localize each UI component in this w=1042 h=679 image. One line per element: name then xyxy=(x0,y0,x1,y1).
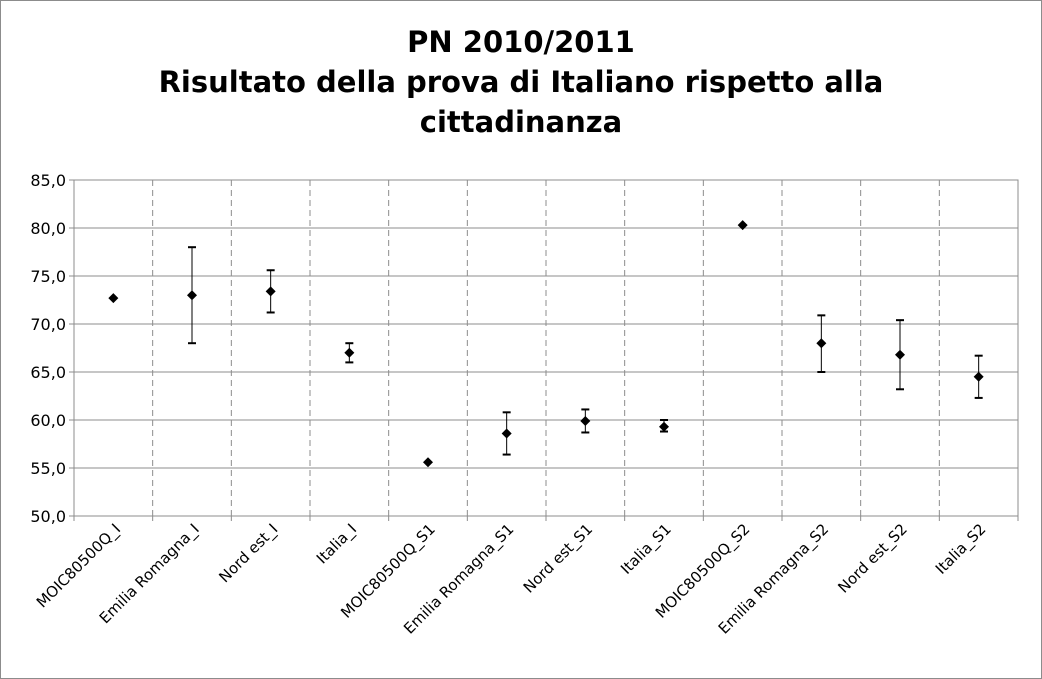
data-point xyxy=(265,286,276,297)
x-tick-label: Italia_S2 xyxy=(932,520,990,578)
x-tick-label: Italia_I xyxy=(313,520,361,568)
data-point xyxy=(580,415,591,426)
y-tick-label: 70,0 xyxy=(30,315,66,334)
x-tick-label: Nord est_S2 xyxy=(834,520,911,597)
data-point xyxy=(108,293,119,304)
x-tick-label: Italia_S1 xyxy=(617,520,675,578)
data-point xyxy=(501,428,512,439)
y-tick-label: 65,0 xyxy=(30,363,66,382)
data-point xyxy=(659,421,669,432)
y-tick-label: 75,0 xyxy=(30,267,66,286)
data-point xyxy=(344,347,355,358)
data-point xyxy=(187,290,197,301)
y-tick-label: 50,0 xyxy=(30,507,66,526)
chart-title-line-3: cittadinanza xyxy=(419,105,623,139)
chart-title-line-2: Risultato della prova di Italiano rispet… xyxy=(158,65,884,99)
data-point xyxy=(423,457,433,468)
data-point xyxy=(973,371,984,382)
data-point xyxy=(816,338,827,349)
plot-border xyxy=(73,179,1019,517)
y-tick-label: 85,0 xyxy=(30,171,66,190)
x-tick-label: Nord est_I xyxy=(215,520,282,587)
y-tick-label: 60,0 xyxy=(30,411,66,430)
data-point xyxy=(895,349,905,360)
y-tick-label: 55,0 xyxy=(30,459,66,478)
chart-title: PN 2010/2011 Risultato della prova di It… xyxy=(0,22,1042,142)
x-tick-label: Nord est_S1 xyxy=(520,520,597,597)
chart-title-line-1: PN 2010/2011 xyxy=(407,25,635,59)
data-point xyxy=(737,220,748,231)
y-tick-label: 80,0 xyxy=(30,219,66,238)
